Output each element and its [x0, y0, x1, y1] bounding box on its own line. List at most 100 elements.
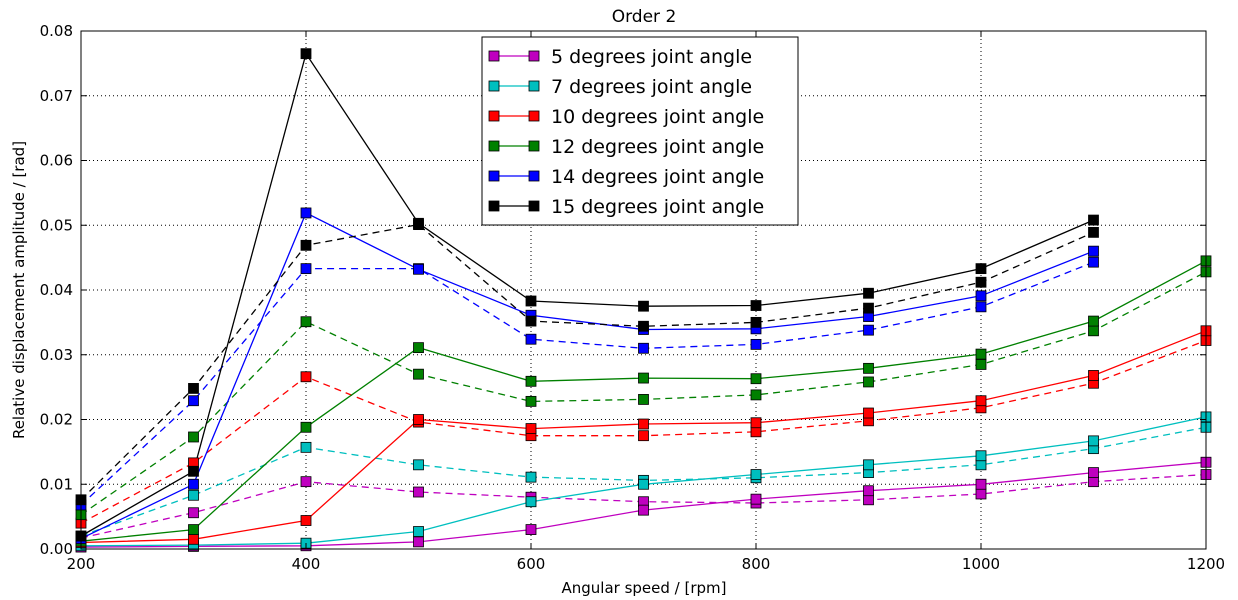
- series-4-solid-point: [413, 263, 424, 275]
- axis-ticks: 200 400 600 800 1000 1200 0.00 0.01 0.02 0.03 0.04…: [40, 22, 1226, 573]
- series-1-solid-point: [750, 469, 762, 480]
- series-4-dashed-point: [525, 333, 537, 345]
- series-4-dashed-point: [750, 338, 762, 350]
- x-tick-label: 800: [742, 555, 771, 573]
- series-1-solid-point: [525, 496, 537, 508]
- series-4-dashed-line: [80, 261, 1094, 506]
- series-1-dashed-point: [188, 489, 199, 501]
- legend-marker: [488, 170, 500, 182]
- series-3-dashed-point: [300, 316, 312, 328]
- series-0-solid-point: [975, 478, 987, 490]
- series-0-solid-point: [413, 536, 424, 548]
- series-4-dashed-point: [638, 342, 649, 354]
- series-1-solid-point: [638, 478, 649, 490]
- series-4-solid-point: [1088, 245, 1099, 257]
- series-2-solid-point: [863, 407, 874, 419]
- series-5-solid-point: [525, 295, 537, 307]
- series-5-dashed-point: [863, 302, 874, 314]
- series-3-solid-point: [863, 362, 874, 374]
- series-0-dashed-point: [300, 476, 312, 488]
- series-4-solid-point: [975, 290, 987, 302]
- x-tick-label: 200: [67, 555, 96, 573]
- series-1-solid-point: [975, 450, 987, 462]
- series-2-solid-point: [638, 418, 649, 430]
- legend-label: 14 degrees joint angle: [551, 166, 764, 188]
- series-1-dashed-point: [300, 441, 312, 453]
- series-2-solid-point: [525, 423, 537, 434]
- series-5-solid-point: [750, 300, 762, 311]
- series-5-solid-point: [300, 48, 312, 60]
- legend-label: 10 degrees joint angle: [551, 106, 764, 128]
- legend-label: 15 degrees joint angle: [551, 196, 764, 218]
- series-5-solid-point: [1088, 214, 1099, 226]
- legend-marker: [488, 110, 500, 122]
- series-0-solid-point: [750, 493, 762, 505]
- series-5-solid-point: [638, 300, 649, 312]
- x-tick-label: 1000: [962, 555, 1000, 573]
- series-3-solid-point: [975, 348, 987, 360]
- series-5-solid-point: [413, 217, 424, 229]
- y-tick-label: 0.01: [40, 475, 73, 493]
- series-0-solid-point: [863, 485, 874, 497]
- legend-marker: [528, 170, 540, 182]
- legend-marker: [488, 50, 500, 62]
- legend: 5 degrees joint angle 7 degrees joint ang…: [481, 36, 799, 226]
- series-0-dashed-point: [413, 486, 424, 498]
- series-0-dashed-point: [188, 507, 199, 519]
- series-5-dashed-point: [300, 239, 312, 251]
- legend-box: [481, 36, 799, 226]
- series-3-solid-point: [1088, 315, 1099, 327]
- series-4-dashed-point: [188, 395, 199, 407]
- series-0-solid-point: [1088, 467, 1099, 478]
- series-3-dashed-point: [638, 394, 649, 405]
- x-axis-title: Angular speed / [rpm]: [562, 579, 727, 597]
- series-0-dashed-point: [1088, 476, 1099, 488]
- y-axis-title: Relative displacement amplitude / [rad]: [10, 141, 28, 439]
- series-4-solid-point: [188, 478, 199, 490]
- series-4-solid-point: [300, 207, 312, 219]
- series-3-solid-point: [525, 375, 537, 387]
- legend-label: 5 degrees joint angle: [551, 46, 752, 68]
- series-5-dashed-point: [975, 276, 987, 288]
- chart-title: Order 2: [612, 7, 677, 27]
- series-3-dashed-point: [1088, 325, 1099, 337]
- series-1-dashed-point: [413, 459, 424, 471]
- y-tick-label: 0.00: [40, 540, 73, 558]
- series-4-dashed-point: [1088, 256, 1099, 268]
- y-tick-label: 0.02: [40, 411, 73, 429]
- x-tick-label: 1200: [1187, 555, 1225, 573]
- y-tick-label: 0.04: [40, 281, 73, 299]
- y-tick-label: 0.03: [40, 346, 73, 364]
- series-2-solid-point: [188, 533, 199, 545]
- series-5-dashed-line: [80, 223, 1094, 501]
- series-1-solid-point: [863, 459, 874, 471]
- series-5-solid-point: [863, 287, 874, 299]
- series-4-solid-line: [80, 212, 1094, 540]
- series-5-solid-line: [80, 52, 1094, 537]
- series-3-dashed-point: [975, 359, 987, 370]
- series-4-dashed-point: [300, 263, 312, 275]
- series-3-dashed-point: [863, 376, 874, 388]
- legend-marker: [528, 110, 540, 122]
- y-tick-label: 0.06: [40, 152, 73, 170]
- x-tick-label: 600: [517, 555, 546, 573]
- series-5-dashed-point: [638, 320, 649, 332]
- series-0-dashed-point: [863, 494, 874, 506]
- legend-marker: [488, 140, 500, 152]
- series-3-solid-point: [300, 421, 312, 433]
- series-1-solid-point: [1088, 435, 1099, 447]
- series-2-solid-point: [975, 395, 987, 407]
- legend-marker: [488, 200, 500, 212]
- legend-label: 12 degrees joint angle: [551, 136, 764, 158]
- series-3-dashed-point: [750, 389, 762, 401]
- series-2-solid-point: [413, 414, 424, 425]
- series-0-solid-point: [638, 504, 649, 516]
- series-5-solid-point: [188, 465, 199, 477]
- series-5-dashed-point: [750, 316, 762, 328]
- series-3-solid-point: [750, 373, 762, 385]
- series-2-solid-point: [300, 515, 312, 526]
- series-2-dashed-point: [750, 426, 762, 438]
- series-3-dashed-point: [525, 395, 537, 407]
- legend-marker: [528, 140, 540, 152]
